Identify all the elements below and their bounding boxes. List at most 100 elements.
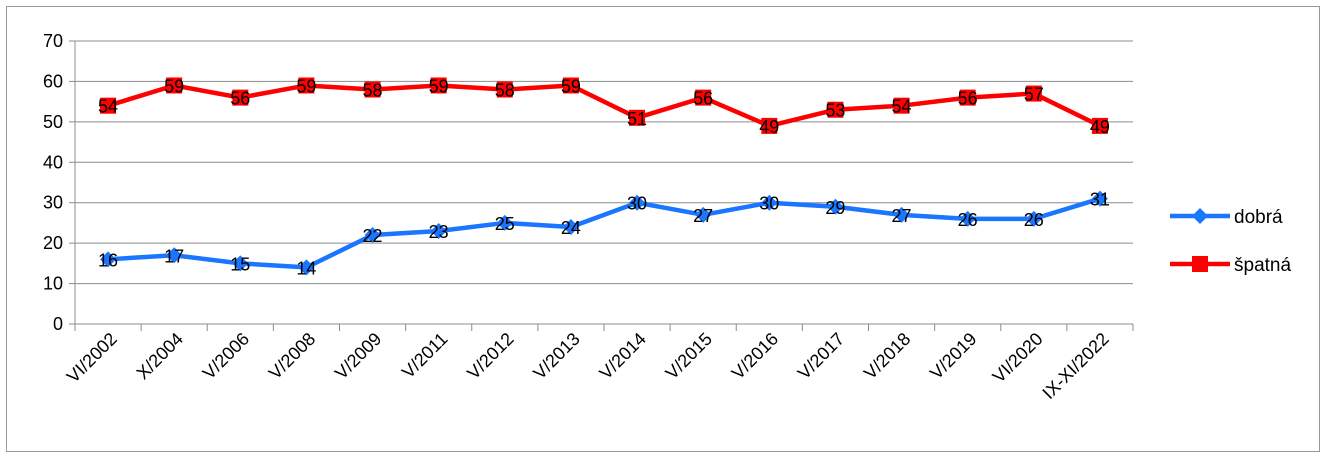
series-1-label-5: 59 [429, 76, 449, 96]
gridlines [75, 40, 1133, 285]
x-tick-label-9: V/2015 [662, 329, 716, 383]
y-tick-label-20: 20 [43, 233, 63, 253]
legend-marker-1 [1192, 256, 1208, 272]
series-0-point-1 [166, 247, 183, 264]
series-0-label-13: 26 [958, 210, 978, 230]
series-0-label-12: 27 [892, 206, 912, 226]
series-0-point-12 [893, 206, 910, 223]
series-1-label-6: 58 [495, 81, 515, 101]
series-1-point-15 [1091, 117, 1108, 134]
series-1-point-10 [761, 117, 778, 134]
legend-label-0: dobrá [1234, 207, 1283, 228]
series-0-label-11: 29 [825, 198, 845, 218]
series-1-point-14 [1025, 85, 1042, 102]
series-1-point-1 [166, 77, 183, 94]
data-labels: 16 17 15 14 22 23 25 24 30 27 30 29 27 26 26 31 54 59 56 59… [98, 76, 1110, 278]
series-1-label-15: 49 [1090, 117, 1110, 137]
series-0-point-13 [959, 210, 976, 227]
x-tick-label-8: V/2014 [595, 329, 649, 383]
legend-marker-0 [1192, 208, 1208, 224]
series-0-point-6 [496, 214, 513, 231]
x-tick-label-2: V/2006 [199, 329, 253, 383]
series-0-label-0: 16 [98, 250, 118, 270]
y-tick-label-60: 60 [43, 71, 63, 91]
series-1-point-5 [430, 77, 447, 94]
chart-frame [6, 6, 1320, 452]
series-0-point-2 [232, 255, 249, 272]
series-1-label-12: 54 [892, 97, 912, 117]
x-tick-label-13: V/2019 [926, 329, 980, 383]
x-tick-label-1: X/2004 [133, 329, 187, 383]
series-1-point-7 [562, 77, 579, 94]
x-tick-label-6: V/2012 [463, 329, 517, 383]
x-tick-label-0: VI/2002 [63, 329, 121, 387]
series-0-point-15 [1091, 190, 1108, 207]
x-tick-label-3: V/2008 [265, 329, 319, 383]
series-1-point-9 [695, 89, 712, 106]
series-0-label-7: 24 [561, 218, 581, 238]
series-0-label-6: 25 [495, 214, 515, 234]
series-0-label-9: 27 [693, 206, 713, 226]
series-0-point-5 [430, 223, 447, 240]
y-tick-label-30: 30 [43, 193, 63, 213]
y-tick-label-0: 0 [53, 314, 63, 334]
x-tick-label-11: V/2017 [794, 329, 848, 383]
series-0-point-10 [761, 194, 778, 211]
series-0-point-9 [695, 206, 712, 223]
series-0-label-8: 30 [627, 194, 647, 214]
x-tick-label-15: IX-XI/2022 [1038, 329, 1112, 403]
series-1-point-12 [893, 97, 910, 114]
x-tick-label-4: V/2009 [331, 329, 385, 383]
series-1-point-3 [298, 77, 315, 94]
series-0-point-14 [1025, 210, 1042, 227]
series-1-label-13: 56 [958, 89, 978, 109]
series-line-0 [105, 196, 1103, 270]
series-1-label-4: 58 [363, 81, 383, 101]
series-1-point-11 [827, 101, 844, 118]
series-1-point-0 [100, 97, 117, 114]
series-1-label-14: 57 [1024, 85, 1044, 105]
series-0-label-1: 17 [164, 246, 184, 266]
x-tick-label-5: V/2011 [398, 329, 452, 383]
y-tick-label-40: 40 [43, 152, 63, 172]
x-tick-label-7: V/2013 [529, 329, 583, 383]
series-0-label-15: 31 [1090, 190, 1110, 210]
series-1-label-10: 49 [759, 117, 779, 137]
series-0-label-5: 23 [429, 222, 449, 242]
series-1-label-3: 59 [296, 76, 316, 96]
series-1-label-9: 56 [693, 89, 713, 109]
series-1-label-1: 59 [164, 76, 184, 96]
series-1-point-6 [496, 81, 513, 98]
series-0-label-10: 30 [759, 194, 779, 214]
series-0-point-8 [629, 194, 646, 211]
series-1-label-8: 51 [627, 109, 647, 129]
series-1-point-8 [629, 109, 646, 126]
x-tick-label-10: V/2016 [728, 329, 782, 383]
x-tick-label-14: VI/2020 [989, 329, 1047, 387]
series-0-label-2: 15 [230, 254, 250, 274]
series-0-point-7 [562, 218, 579, 235]
legend: dobrá špatná [1170, 207, 1291, 276]
series [100, 77, 1108, 276]
series-0-label-3: 14 [296, 258, 316, 278]
y-tick-label-10: 10 [43, 274, 63, 294]
y-tick-label-70: 70 [43, 31, 63, 51]
series-line-1 [105, 83, 1103, 129]
series-1-point-4 [364, 81, 381, 98]
series-1-point-2 [232, 89, 249, 106]
series-0-point-3 [298, 259, 315, 276]
x-tick-label-12: V/2018 [860, 329, 914, 383]
series-1-label-2: 56 [230, 89, 250, 109]
series-1-point-13 [959, 89, 976, 106]
y-tick-label-50: 50 [43, 112, 63, 132]
legend-label-1: špatná [1234, 255, 1291, 276]
series-0-label-14: 26 [1024, 210, 1044, 230]
series-0-point-4 [364, 227, 381, 244]
series-0-label-4: 22 [363, 226, 383, 246]
series-0-point-0 [100, 251, 117, 268]
series-1-label-0: 54 [98, 97, 118, 117]
series-1-label-11: 53 [825, 101, 845, 121]
series-1-label-7: 59 [561, 76, 581, 96]
series-0-point-11 [827, 198, 844, 215]
